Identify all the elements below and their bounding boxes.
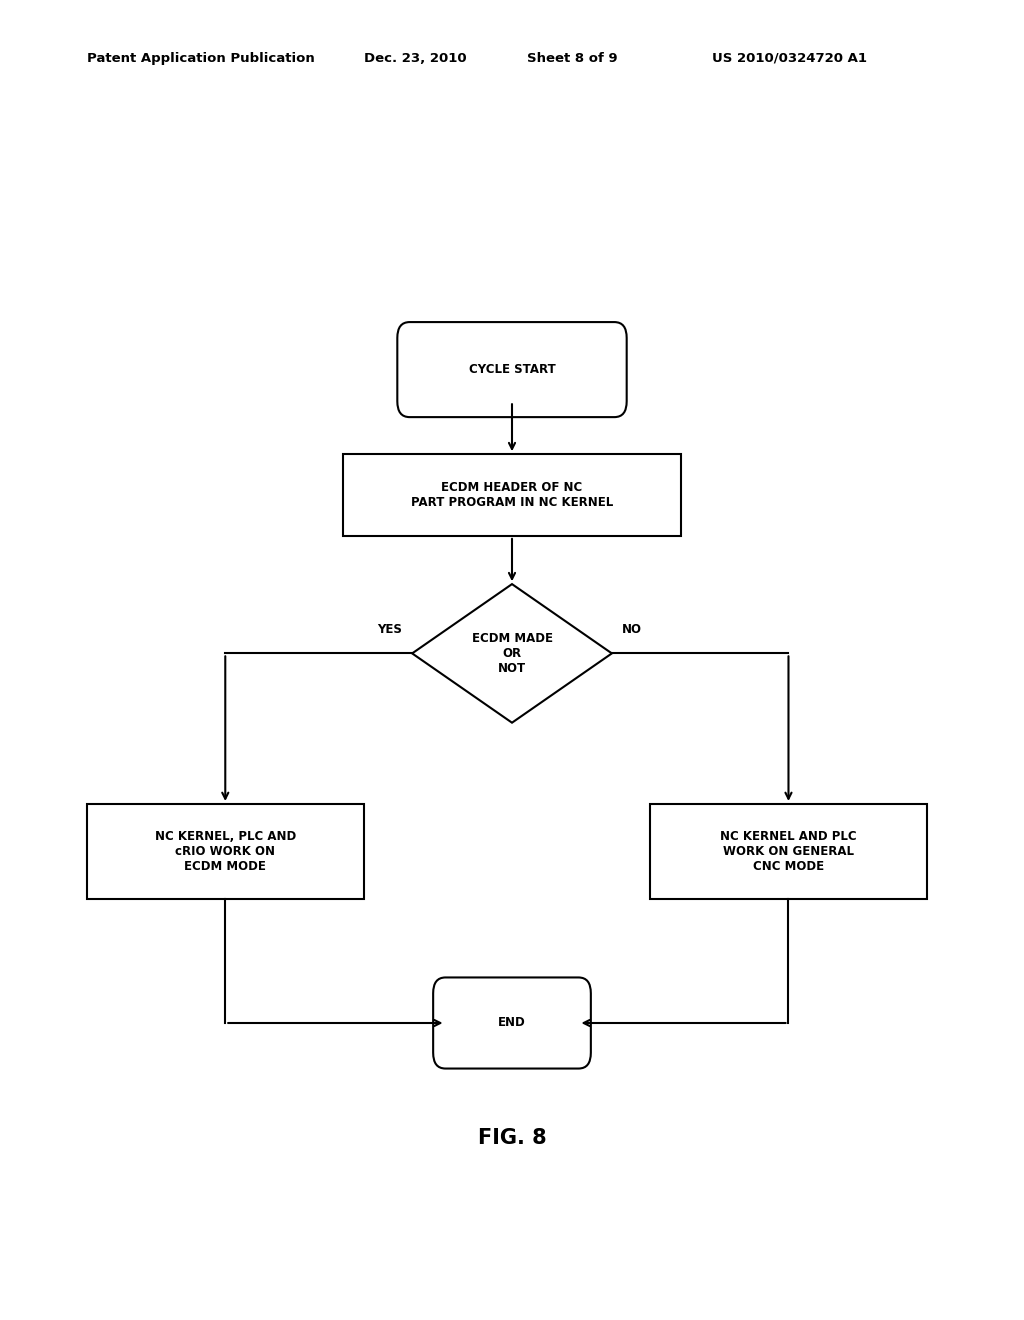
Text: NO: NO bbox=[623, 623, 642, 636]
Text: Dec. 23, 2010: Dec. 23, 2010 bbox=[364, 51, 466, 65]
Text: YES: YES bbox=[377, 623, 401, 636]
Text: ECDM HEADER OF NC
PART PROGRAM IN NC KERNEL: ECDM HEADER OF NC PART PROGRAM IN NC KER… bbox=[411, 480, 613, 510]
Text: FIG. 8: FIG. 8 bbox=[477, 1127, 547, 1148]
Bar bbox=[650, 804, 927, 899]
Text: END: END bbox=[498, 1016, 526, 1030]
Text: US 2010/0324720 A1: US 2010/0324720 A1 bbox=[712, 51, 866, 65]
Bar bbox=[87, 804, 364, 899]
Bar bbox=[343, 454, 681, 536]
Polygon shape bbox=[412, 583, 612, 722]
Text: NC KERNEL AND PLC
WORK ON GENERAL
CNC MODE: NC KERNEL AND PLC WORK ON GENERAL CNC MO… bbox=[720, 830, 857, 873]
FancyBboxPatch shape bbox=[397, 322, 627, 417]
Text: ECDM MADE
OR
NOT: ECDM MADE OR NOT bbox=[471, 632, 553, 675]
Text: Sheet 8 of 9: Sheet 8 of 9 bbox=[527, 51, 618, 65]
FancyBboxPatch shape bbox=[433, 977, 591, 1069]
Text: CYCLE START: CYCLE START bbox=[469, 363, 555, 376]
Text: Patent Application Publication: Patent Application Publication bbox=[87, 51, 314, 65]
Text: NC KERNEL, PLC AND
cRIO WORK ON
ECDM MODE: NC KERNEL, PLC AND cRIO WORK ON ECDM MOD… bbox=[155, 830, 296, 873]
